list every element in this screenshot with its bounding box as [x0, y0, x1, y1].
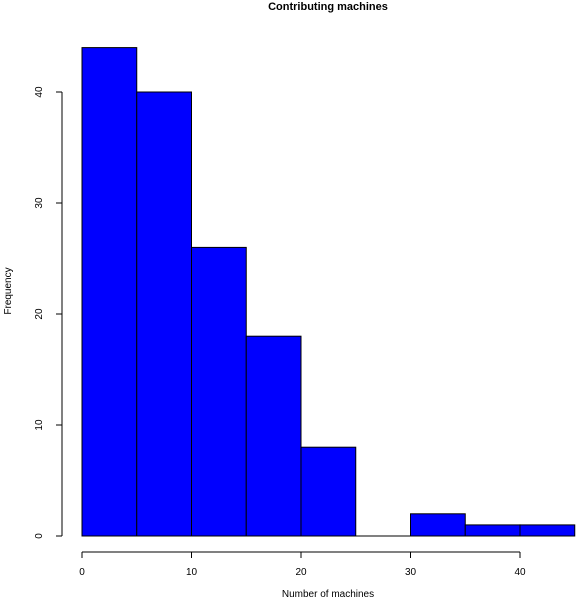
x-axis-label: Number of machines [282, 589, 374, 598]
histogram-bar [300, 446, 357, 537]
histogram-bar [245, 335, 302, 537]
chart-title: Contributing machines [268, 1, 388, 13]
y-axis: 0 10 20 30 40 [34, 86, 63, 539]
y-tick-label: 0 [34, 533, 45, 539]
histogram-bar [191, 246, 247, 537]
x-tick-label: 30 [405, 567, 417, 578]
y-tick-label: 40 [34, 86, 45, 98]
histogram-bar [136, 91, 192, 537]
histogram-bar [464, 524, 521, 537]
histogram-bar [519, 524, 576, 537]
x-tick-label: 10 [186, 567, 198, 578]
histogram-bar [81, 47, 138, 537]
x-tick-label: 20 [295, 567, 307, 578]
y-tick-label: 10 [34, 419, 45, 431]
y-tick-label: 30 [34, 197, 45, 209]
y-tick-label: 20 [34, 308, 45, 320]
x-tick-label: 0 [79, 567, 85, 578]
histogram-bar [410, 513, 466, 537]
x-axis: 0 10 20 30 40 [79, 551, 526, 578]
x-tick-label: 40 [514, 567, 526, 578]
bars-layer [81, 47, 576, 537]
y-axis-label: Frequency [3, 267, 14, 314]
